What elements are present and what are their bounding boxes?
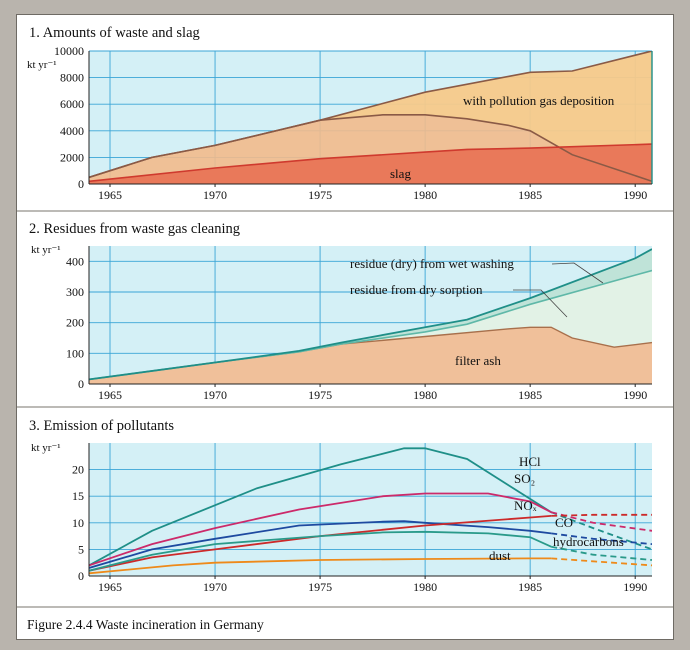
line-nox-projection [551,532,652,545]
line-dust [89,557,552,575]
x-tick-label: 1970 [203,388,227,402]
x-tick-label: 1990 [623,188,647,202]
x-tick-label: 1975 [308,388,332,402]
x-tick-label: 1980 [413,188,437,202]
label-so2: SO₂ [514,471,535,486]
area-filter-ash [89,327,652,384]
y-tick-label: 0 [78,177,84,191]
y-tick-label: 5 [78,542,84,556]
y-tick-label: 20 [72,463,84,477]
y-axis-label: kt yr⁻¹ [27,59,57,71]
area-dry-sorption [89,270,652,380]
line-hcl-projection [550,511,652,551]
y-axis-label: kt yr⁻¹ [31,442,61,454]
y-tick-label: 0 [78,569,84,583]
annotation-dry-sorption: residue from dry sorption [350,282,483,297]
x-tick-label: 1965 [98,388,122,402]
line-dust-projection [551,557,652,567]
chart-panel-residues: 1965 1970 1975 1980 1985 1990 0 100 200 300 400 [66,246,652,402]
chart-panel-emissions: 1965 1970 1975 1980 1985 1990 0 5 10 15 20 [72,443,652,594]
y-tick-label: 400 [66,254,84,268]
y-tick-label: 8000 [60,71,84,85]
label-dust: dust [489,548,511,563]
x-tick-label: 1985 [518,580,542,594]
y-tick-label: 10000 [54,44,84,58]
label-nox: NOₓ [514,498,537,513]
y-tick-label: 6000 [60,97,84,111]
chart-title: 3. Emission of pollutants [29,418,174,434]
x-tick-label: 1985 [518,188,542,202]
x-tick-label: 1970 [203,580,227,594]
y-tick-label: 100 [66,346,84,360]
area-slag [89,144,652,184]
line-wet-washing [89,248,652,381]
x-tick-label: 1985 [518,388,542,402]
figure-frame: 1. Amounts of waste and slag 2. Residues… [16,14,674,640]
chart-title: 1. Amounts of waste and slag [29,25,200,41]
annotation-wet-washing: residue (dry) from wet washing [350,256,514,271]
annotation-with-pollution-gas-deposition: with pollution gas deposition [463,93,615,108]
chart-panel-waste-slag: 1965 1970 1975 1980 1985 1990 0 2000 4000 6000 800… [54,44,653,202]
label-co: CO [555,515,573,530]
line-slag [89,143,652,183]
x-tick-label: 1965 [98,580,122,594]
y-tick-label: 10 [72,516,84,530]
plot-background [89,443,652,576]
annotation-filter-ash: filter ash [455,353,501,368]
series-group [89,51,652,184]
x-tick-label: 1990 [623,580,647,594]
leader-line [551,262,604,284]
label-hcl: HCl [519,454,541,469]
line-nox [89,520,552,569]
y-tick-label: 15 [72,489,84,503]
y-tick-label: 200 [66,316,84,330]
line-without-deposition [89,114,652,183]
line-hcl [89,447,552,567]
line-co-projection [551,513,652,517]
annotation-slag: slag [390,166,411,181]
x-tick-label: 1970 [203,188,227,202]
y-tick-label: 300 [66,285,84,299]
figure-svg: 1. Amounts of waste and slag 2. Residues… [17,25,673,632]
y-tick-label: 2000 [60,150,84,164]
x-tick-label: 1980 [413,388,437,402]
x-tick-label: 1965 [98,188,122,202]
line-hydrocarbons [89,530,552,572]
y-tick-label: 4000 [60,124,84,138]
leader-line [513,289,568,318]
chart-title: 2. Residues from waste gas cleaning [29,221,240,237]
area-remaining-waste [89,114,652,182]
label-hydrocarbons: hydrocarbons [553,534,624,549]
series-group [89,248,652,384]
series-group [89,447,652,575]
area-pollution-gas-deposition [89,51,652,182]
figure-caption: Figure 2.4.4 Waste incineration in Germa… [27,617,264,632]
line-so2 [89,492,552,567]
x-tick-label: 1990 [623,388,647,402]
y-axis-label: kt yr⁻¹ [31,244,61,256]
x-tick-label: 1980 [413,580,437,594]
x-tick-label: 1975 [308,580,332,594]
y-tick-label: 0 [78,377,84,391]
x-tick-label: 1975 [308,188,332,202]
line-hydrocarbons-projection [551,545,652,561]
